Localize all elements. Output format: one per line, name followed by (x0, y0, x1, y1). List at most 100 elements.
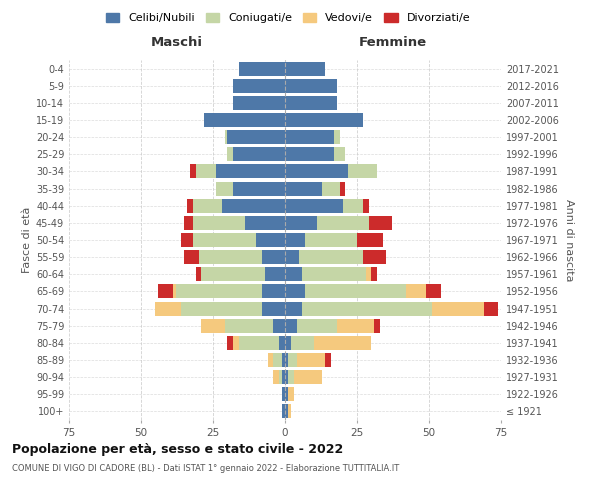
Bar (285, 268, 302, 281)
Bar (285, 113, 363, 127)
Bar (285, 302, 302, 316)
Y-axis label: Fasce di età: Fasce di età (22, 207, 32, 273)
Bar (205, 113, 285, 127)
Text: COMUNE DI VIGO DI CADORE (BL) - Dati ISTAT 1° gennaio 2022 - Elaborazione TUTTIT: COMUNE DI VIGO DI CADORE (BL) - Dati IST… (12, 464, 399, 473)
Bar (256, 233, 285, 247)
Bar (371, 268, 377, 281)
Bar (282, 353, 285, 367)
Bar (334, 130, 340, 144)
Bar (196, 164, 216, 178)
Bar (357, 233, 383, 247)
Bar (374, 318, 380, 332)
Bar (322, 182, 340, 196)
Bar (279, 336, 285, 350)
Bar (296, 353, 325, 367)
Bar (317, 216, 368, 230)
Bar (224, 130, 227, 144)
Bar (285, 96, 337, 110)
Bar (285, 353, 288, 367)
Bar (285, 130, 334, 144)
Bar (233, 96, 285, 110)
Bar (279, 370, 282, 384)
Bar (314, 336, 371, 350)
Bar (187, 198, 193, 212)
Bar (233, 78, 285, 92)
Bar (173, 284, 176, 298)
Bar (158, 284, 173, 298)
Bar (302, 302, 432, 316)
Bar (221, 198, 285, 212)
Bar (193, 233, 256, 247)
Bar (334, 148, 346, 162)
Bar (227, 336, 233, 350)
Bar (268, 353, 274, 367)
Bar (239, 62, 285, 76)
Bar (227, 130, 285, 144)
Bar (349, 164, 377, 178)
Bar (285, 250, 299, 264)
Bar (216, 164, 285, 178)
Bar (426, 284, 440, 298)
Bar (285, 233, 305, 247)
Bar (239, 336, 279, 350)
Bar (302, 268, 365, 281)
Bar (285, 198, 343, 212)
Bar (285, 370, 288, 384)
Bar (305, 233, 357, 247)
Bar (285, 318, 296, 332)
Bar (285, 284, 305, 298)
Bar (282, 388, 285, 402)
Bar (285, 404, 288, 418)
Bar (216, 182, 233, 196)
Bar (193, 216, 245, 230)
Bar (155, 302, 181, 316)
Bar (282, 370, 285, 384)
Bar (233, 182, 285, 196)
Bar (265, 268, 285, 281)
Bar (176, 284, 262, 298)
Bar (245, 216, 285, 230)
Bar (181, 233, 193, 247)
Bar (291, 336, 314, 350)
Bar (288, 404, 291, 418)
Bar (274, 353, 282, 367)
Bar (190, 164, 196, 178)
Bar (325, 353, 331, 367)
Text: Maschi: Maschi (151, 36, 203, 49)
Bar (305, 284, 406, 298)
Bar (184, 216, 193, 230)
Bar (233, 336, 239, 350)
Bar (224, 318, 274, 332)
Bar (199, 250, 262, 264)
Bar (202, 268, 265, 281)
Bar (293, 370, 322, 384)
Bar (262, 302, 285, 316)
Bar (343, 198, 363, 212)
Bar (432, 302, 484, 316)
Bar (285, 148, 334, 162)
Bar (406, 284, 426, 298)
Bar (484, 302, 498, 316)
Bar (196, 268, 202, 281)
Text: Popolazione per età, sesso e stato civile - 2022: Popolazione per età, sesso e stato civil… (12, 442, 343, 456)
Bar (285, 336, 291, 350)
Bar (368, 216, 392, 230)
Bar (299, 250, 363, 264)
Bar (340, 182, 346, 196)
Bar (365, 268, 371, 281)
Text: Femmine: Femmine (359, 36, 427, 49)
Bar (184, 250, 199, 264)
Bar (337, 318, 374, 332)
Bar (285, 182, 322, 196)
Bar (296, 318, 337, 332)
Bar (288, 370, 293, 384)
Bar (285, 78, 337, 92)
Bar (288, 388, 293, 402)
Bar (288, 353, 296, 367)
Bar (285, 388, 288, 402)
Legend: Celibi/Nubili, Coniugati/e, Vedovi/e, Divorziati/e: Celibi/Nubili, Coniugati/e, Vedovi/e, Di… (101, 8, 475, 28)
Bar (285, 216, 317, 230)
Y-axis label: Anni di nascita: Anni di nascita (565, 198, 574, 281)
Bar (262, 250, 285, 264)
Bar (262, 284, 285, 298)
